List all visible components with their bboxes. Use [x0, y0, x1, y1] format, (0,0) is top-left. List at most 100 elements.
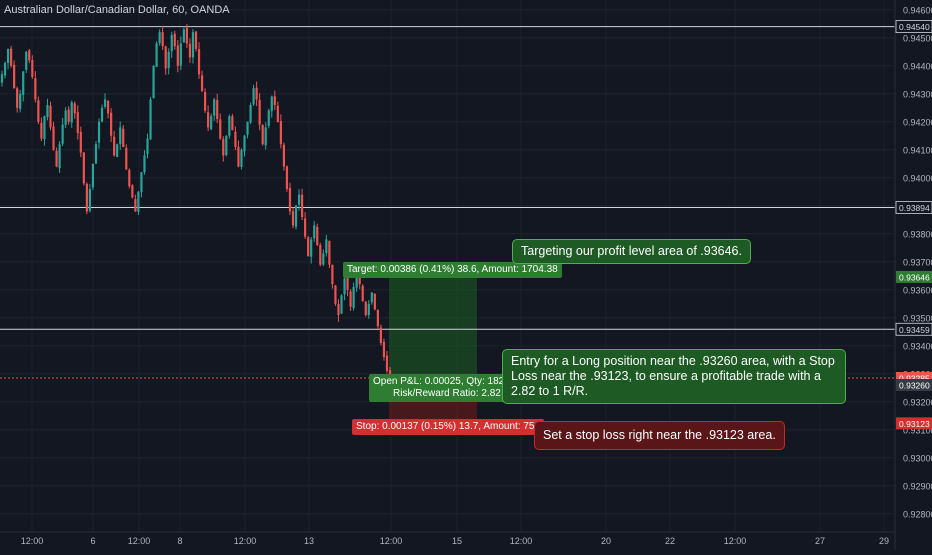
candle-body	[64, 110, 67, 125]
candle-body	[240, 149, 243, 167]
candle-body	[282, 144, 286, 167]
stop-badge[interactable]: Stop: 0.00137 (0.15%) 13.7, Amount: 750	[352, 419, 545, 435]
candle-body	[385, 355, 389, 371]
candle-body	[337, 304, 340, 315]
candle-body	[234, 131, 237, 147]
candle-body	[119, 127, 122, 145]
target-annotation[interactable]: Targeting our profit level area of .9364…	[512, 239, 751, 264]
candle-body	[3, 63, 7, 76]
candle-body	[373, 294, 376, 310]
candle-body	[97, 121, 101, 143]
candle-body	[188, 43, 192, 58]
candle-body	[328, 240, 331, 265]
candle-body	[310, 239, 313, 257]
entry-price-label: 0.93260	[899, 381, 930, 391]
candle-body	[164, 46, 167, 69]
candle-body	[34, 78, 37, 100]
chart-title: Australian Dollar/Canadian Dollar, 60, O…	[4, 4, 230, 16]
candle-body	[382, 341, 386, 357]
candle-body	[158, 32, 161, 44]
x-tick-label: 12:00	[510, 536, 533, 546]
candle-body	[73, 103, 76, 114]
x-tick-label: 12:00	[128, 536, 151, 546]
candle-body	[273, 96, 276, 105]
candle-body	[194, 31, 198, 49]
stop-annotation[interactable]: Set a stop loss right near the .93123 ar…	[534, 421, 785, 450]
candle-body	[319, 245, 322, 265]
candle-body	[361, 285, 364, 301]
candle-body	[379, 327, 383, 343]
candle-body	[28, 50, 31, 61]
entry-annotation[interactable]: Entry for a Long position near the .9326…	[502, 349, 846, 404]
target-price-label: 0.93646	[899, 272, 930, 282]
candle-body	[197, 49, 201, 75]
target-price-label-box	[896, 270, 932, 283]
level-price-label: 0.93459	[899, 325, 930, 335]
candle-body	[106, 100, 110, 114]
candle-body	[355, 270, 358, 288]
y-tick-label: 0.92800	[903, 509, 932, 519]
candle-body	[258, 99, 261, 125]
candle-body	[19, 93, 22, 109]
candle-body	[13, 64, 16, 89]
candle-body	[91, 163, 95, 188]
x-tick-label: 27	[815, 536, 825, 546]
target-badge[interactable]: Target: 0.00386 (0.41%) 38.6, Amount: 17…	[343, 262, 562, 278]
candle-body	[246, 121, 249, 135]
pnl-badge[interactable]: Open P&L: 0.00025, Qty: 182481 Risk/Rewa…	[369, 374, 525, 402]
x-tick-label: 12:00	[234, 536, 257, 546]
x-tick-label: 13	[304, 536, 314, 546]
candle-body	[207, 112, 210, 128]
candle-body	[179, 43, 182, 66]
candle-body	[100, 107, 104, 122]
x-tick-label: 12:00	[21, 536, 44, 546]
candle-body	[267, 110, 270, 126]
candle-body	[58, 144, 61, 169]
level-price-label-box	[895, 322, 932, 336]
candle-body	[6, 49, 10, 63]
candle-body	[255, 87, 258, 100]
candle-body	[367, 303, 370, 316]
x-tick-label: 12:00	[380, 536, 403, 546]
candle-body	[61, 124, 64, 144]
candle-body	[297, 194, 301, 205]
profit-zone	[389, 276, 477, 385]
candle-body	[161, 32, 164, 47]
candle-body	[370, 292, 373, 303]
candle-body	[43, 116, 46, 140]
candle-body	[316, 226, 319, 245]
candle-body	[134, 199, 137, 212]
candle-body	[213, 99, 216, 116]
candle-body	[88, 189, 92, 211]
candle-body	[37, 100, 40, 122]
candle-body	[352, 287, 355, 309]
candle-body	[40, 122, 43, 139]
candle-body	[167, 51, 170, 69]
candle-body	[222, 139, 225, 156]
candle-body	[9, 48, 13, 66]
candle-body	[94, 144, 98, 164]
stop-price-label: 0.93123	[899, 419, 930, 429]
x-tick-label: 29	[879, 536, 889, 546]
candle-body	[170, 35, 173, 52]
x-tick-label: 20	[601, 536, 611, 546]
candle-body	[52, 126, 55, 150]
level-price-label-box	[895, 201, 932, 214]
candle-body	[79, 131, 82, 153]
candle-body	[46, 105, 49, 118]
candle-body	[322, 253, 325, 265]
x-tick-label: 22	[665, 536, 675, 546]
candle-body	[279, 121, 282, 145]
